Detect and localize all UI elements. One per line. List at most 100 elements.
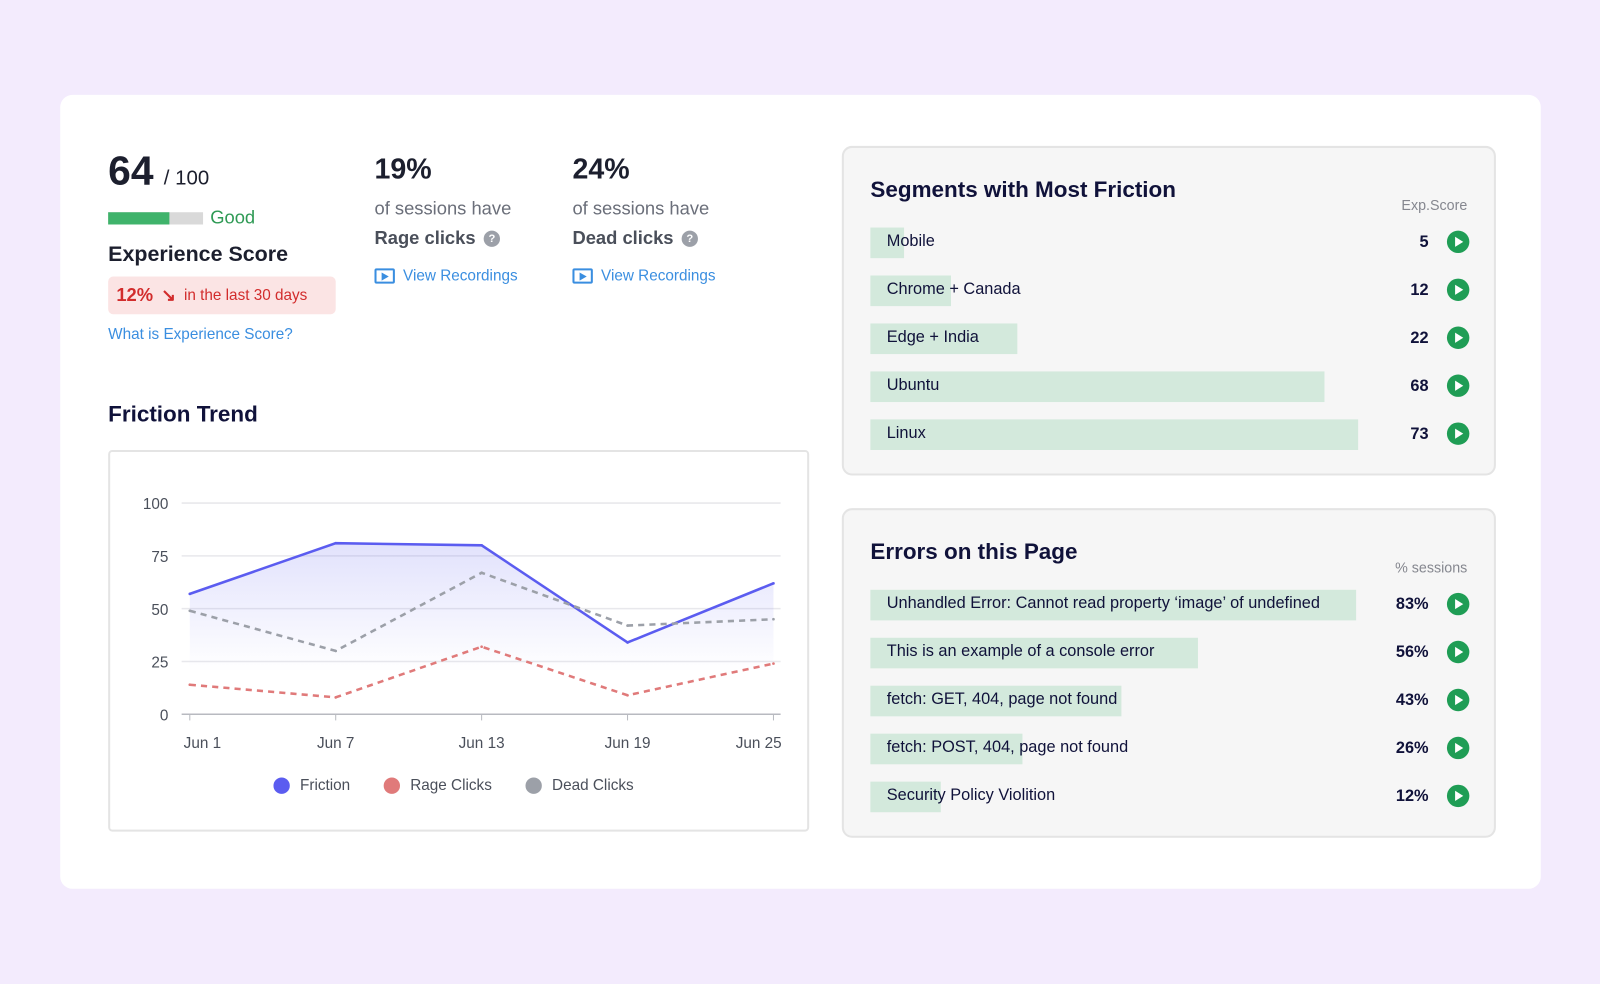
errors-row[interactable]: Security Policy Violition 12% bbox=[870, 781, 1470, 813]
errors-row[interactable]: fetch: POST, 404, page not found 26% bbox=[870, 733, 1470, 765]
segments-row[interactable]: Edge + India 22 bbox=[870, 323, 1470, 355]
row-bar bbox=[870, 781, 941, 813]
legend-label: Dead Clicks bbox=[552, 776, 634, 794]
data-point bbox=[772, 617, 775, 621]
score-display: 64 / 100 bbox=[108, 149, 209, 195]
play-icon[interactable] bbox=[1446, 230, 1470, 254]
errors-row[interactable]: This is an example of a console error 56… bbox=[870, 637, 1470, 669]
legend-label: Friction bbox=[299, 776, 351, 794]
row-label: Edge + India bbox=[886, 328, 979, 346]
score-bar bbox=[108, 212, 204, 225]
legend-rage-clicks[interactable]: Rage Clicks bbox=[383, 776, 492, 794]
x-tick-label: Jun 25 bbox=[736, 735, 782, 752]
y-tick-label: 25 bbox=[151, 655, 168, 672]
series-area-0 bbox=[189, 543, 774, 673]
errors-row[interactable]: Unhandled Error: Cannot read property ‘i… bbox=[870, 589, 1470, 621]
legend-label: Rage Clicks bbox=[410, 776, 492, 794]
legend-dead-clicks[interactable]: Dead Clicks bbox=[525, 776, 634, 794]
score-value: 64 bbox=[108, 148, 154, 194]
help-icon[interactable]: ? bbox=[483, 230, 501, 247]
errors-row[interactable]: fetch: GET, 404, page not found 43% bbox=[870, 685, 1470, 717]
score-bar-fill bbox=[108, 212, 169, 225]
segments-row[interactable]: Mobile 5 bbox=[870, 227, 1470, 259]
row-bar bbox=[870, 323, 1018, 355]
x-tick-label: Jun 1 bbox=[184, 735, 221, 752]
legend-friction[interactable]: Friction bbox=[273, 777, 350, 794]
errors-column-header: % sessions bbox=[1395, 559, 1468, 576]
score-change-text: in the last 30 days bbox=[183, 286, 308, 305]
play-icon[interactable] bbox=[1446, 326, 1470, 349]
segments-title: Segments with Most Friction bbox=[870, 176, 1176, 203]
data-point bbox=[626, 641, 629, 644]
data-point bbox=[188, 609, 192, 613]
view-recordings-link[interactable]: View Recordings bbox=[572, 267, 716, 285]
row-value: 12% bbox=[1395, 787, 1429, 806]
x-tick-label: Jun 13 bbox=[459, 735, 505, 752]
row-bar bbox=[870, 637, 1198, 669]
segments-row[interactable]: Chrome + Canada 12 bbox=[870, 275, 1470, 307]
play-icon[interactable] bbox=[1446, 278, 1470, 302]
stat-pct: 19% bbox=[374, 153, 432, 185]
play-icon[interactable] bbox=[1446, 592, 1470, 616]
stat-label: Dead clicks bbox=[572, 227, 674, 248]
data-point bbox=[334, 696, 338, 699]
row-label: Mobile bbox=[886, 232, 935, 250]
row-label: Linux bbox=[886, 424, 926, 442]
score-max: / 100 bbox=[163, 167, 210, 190]
data-point bbox=[480, 645, 483, 649]
row-value: 43% bbox=[1395, 691, 1429, 710]
data-point bbox=[772, 662, 775, 665]
row-label: Unhandled Error: Cannot read property ‘i… bbox=[886, 594, 1320, 613]
x-tick-label: Jun 7 bbox=[317, 735, 354, 752]
play-icon[interactable] bbox=[1446, 784, 1470, 808]
help-icon[interactable]: ? bbox=[681, 230, 699, 247]
play-icon[interactable] bbox=[1446, 422, 1470, 445]
stat-dead: 24% of sessions have Dead clicks? View R… bbox=[572, 153, 716, 285]
data-point bbox=[480, 571, 483, 575]
trend-down-icon: ↘ bbox=[161, 285, 176, 305]
play-icon[interactable] bbox=[1446, 688, 1470, 712]
data-point bbox=[626, 693, 629, 697]
data-point bbox=[626, 624, 629, 627]
row-bar bbox=[870, 685, 1122, 717]
row-label: Ubuntu bbox=[886, 376, 940, 394]
what-is-score-link[interactable]: What is Experience Score? bbox=[108, 325, 293, 343]
row-value: 12 bbox=[1410, 281, 1429, 299]
row-value: 56% bbox=[1395, 643, 1429, 662]
video-icon bbox=[374, 268, 395, 284]
row-bar bbox=[870, 419, 1359, 450]
data-point bbox=[334, 541, 338, 545]
legend-dot bbox=[525, 777, 542, 794]
play-icon[interactable] bbox=[1446, 374, 1470, 397]
row-value: 26% bbox=[1395, 739, 1429, 758]
row-label: fetch: POST, 404, page not found bbox=[886, 738, 1129, 757]
play-icon[interactable] bbox=[1446, 736, 1470, 760]
row-value: 22 bbox=[1410, 329, 1429, 347]
segments-row[interactable]: Linux 73 bbox=[870, 419, 1470, 450]
friction-trend-title: Friction Trend bbox=[108, 401, 258, 427]
stat-line: of sessions have bbox=[572, 197, 710, 219]
play-icon[interactable] bbox=[1446, 640, 1470, 664]
video-icon bbox=[572, 268, 593, 284]
score-rating: Good bbox=[210, 207, 256, 228]
view-recordings-link[interactable]: View Recordings bbox=[374, 267, 518, 285]
row-bar bbox=[870, 589, 1356, 621]
row-bar bbox=[870, 227, 904, 259]
row-value: 5 bbox=[1419, 233, 1429, 252]
data-point bbox=[188, 683, 192, 687]
y-tick-label: 50 bbox=[151, 602, 168, 619]
segments-column-header: Exp.Score bbox=[1401, 196, 1468, 214]
errors-title: Errors on this Page bbox=[870, 538, 1078, 565]
segments-panel: Segments with Most Friction Exp.Score Mo… bbox=[841, 145, 1496, 476]
y-tick-label: 100 bbox=[143, 496, 169, 513]
data-point bbox=[334, 649, 338, 653]
segments-row[interactable]: Ubuntu 68 bbox=[870, 371, 1470, 403]
link-label: View Recordings bbox=[601, 267, 716, 285]
friction-trend-chart bbox=[108, 449, 810, 832]
row-value: 68 bbox=[1410, 377, 1429, 395]
link-label: View Recordings bbox=[403, 267, 518, 285]
stat-label: Rage clicks bbox=[374, 227, 476, 248]
row-bar bbox=[870, 733, 1023, 765]
row-label: fetch: GET, 404, page not found bbox=[886, 690, 1118, 709]
